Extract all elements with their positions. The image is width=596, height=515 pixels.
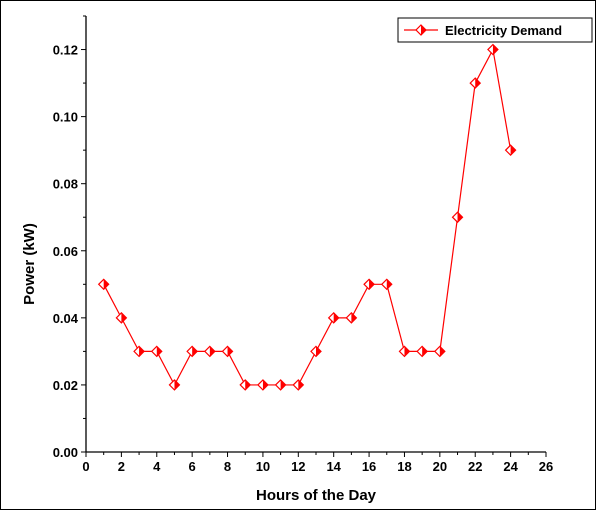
data-point <box>168 379 181 391</box>
y-tick-label: 0.10 <box>53 110 78 125</box>
data-point-fill <box>298 379 304 390</box>
data-point <box>327 311 340 324</box>
y-tick-label: 0.12 <box>53 43 78 58</box>
data-point <box>504 144 517 157</box>
data-point <box>274 379 287 391</box>
x-tick-label: 18 <box>397 459 411 474</box>
data-point-fill <box>333 312 339 323</box>
data-point <box>186 345 199 358</box>
data-point-fill <box>139 346 145 357</box>
data-point-fill <box>369 279 375 290</box>
y-tick-label: 0.06 <box>53 244 78 259</box>
x-tick-label: 8 <box>224 459 231 474</box>
legend-marker-fill <box>421 25 426 35</box>
data-point <box>115 311 128 324</box>
data-point <box>310 345 322 358</box>
data-point-fill <box>351 312 357 323</box>
data-point-fill <box>404 346 410 357</box>
data-point-fill <box>245 379 251 390</box>
data-point <box>380 278 393 291</box>
data-point <box>469 77 482 89</box>
x-axis-title: Hours of the Day <box>256 487 377 504</box>
data-point-fill <box>156 346 162 357</box>
data-point <box>416 345 429 358</box>
x-tick-label: 2 <box>118 459 125 474</box>
data-point-fill <box>386 279 392 290</box>
data-point-fill <box>209 346 215 357</box>
x-tick-label: 10 <box>256 459 270 474</box>
data-point-fill <box>103 279 109 290</box>
data-point-fill <box>316 346 321 357</box>
data-point-fill <box>121 312 127 323</box>
x-tick-label: 6 <box>189 459 196 474</box>
data-point-fill <box>457 212 463 223</box>
y-axis-title: Power (kW) <box>21 223 38 305</box>
data-point-fill <box>510 145 516 156</box>
data-point <box>292 379 305 391</box>
data-point <box>203 345 216 358</box>
data-point <box>133 345 145 358</box>
data-point <box>257 379 269 391</box>
data-point-fill <box>262 379 268 390</box>
x-tick-label: 14 <box>326 459 341 474</box>
x-tick-label: 22 <box>468 459 482 474</box>
x-tick-label: 4 <box>153 459 161 474</box>
data-point <box>239 379 252 391</box>
data-point <box>363 278 375 291</box>
data-point <box>97 278 110 291</box>
legend-label: Electricity Demand <box>445 23 562 38</box>
data-point <box>398 345 411 358</box>
data-point <box>451 211 464 224</box>
data-point <box>487 43 499 56</box>
data-point <box>433 345 446 358</box>
x-tick-label: 16 <box>362 459 376 474</box>
data-point-fill <box>192 346 198 357</box>
data-point <box>150 345 163 358</box>
data-point <box>221 345 234 358</box>
x-tick-label: 24 <box>503 459 518 474</box>
y-tick-label: 0.02 <box>53 378 78 393</box>
data-point-fill <box>174 379 180 390</box>
y-tick-label: 0.04 <box>53 311 79 326</box>
y-tick-label: 0.08 <box>53 177 78 192</box>
data-point-fill <box>422 346 428 357</box>
x-tick-label: 0 <box>82 459 89 474</box>
data-point <box>345 311 358 324</box>
x-tick-label: 26 <box>539 459 553 474</box>
data-point-fill <box>475 78 481 89</box>
data-point-fill <box>280 379 286 390</box>
x-tick-label: 20 <box>433 459 447 474</box>
data-point-fill <box>227 346 233 357</box>
y-tick-label: 0.00 <box>53 445 78 460</box>
data-point-fill <box>492 44 498 55</box>
x-tick-label: 12 <box>291 459 305 474</box>
series-line <box>103 47 512 387</box>
data-point-fill <box>439 346 445 357</box>
